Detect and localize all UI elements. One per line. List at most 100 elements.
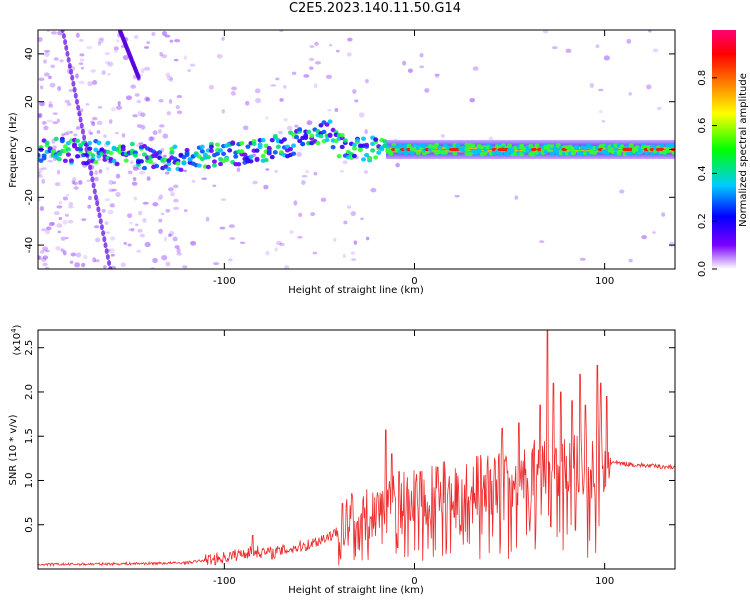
heatmap-cell — [104, 51, 111, 56]
heatmap-cell — [59, 248, 64, 252]
heatmap-cell — [166, 161, 172, 167]
heatmap-cell — [50, 31, 57, 35]
heatmap-cell — [376, 150, 382, 155]
heatmap-cell — [671, 142, 675, 148]
heatmap-cell — [158, 98, 164, 103]
heatmap-cell — [99, 224, 104, 231]
heatmap-cell — [68, 201, 74, 207]
heatmap-cell — [78, 179, 83, 185]
heatmap-cell — [139, 233, 145, 238]
heatmap-cell — [443, 142, 449, 148]
heatmap-cell — [364, 142, 370, 148]
heatmap-cell — [109, 203, 115, 208]
heatmap-cell — [534, 143, 540, 148]
heatmap-cell — [251, 141, 257, 147]
heatmap-cell — [86, 46, 93, 50]
colorbar-tick-label: 0.4 — [697, 165, 708, 181]
heatmap-cell — [99, 37, 105, 41]
heatmap-cell — [626, 38, 632, 44]
heatmap-cell — [143, 66, 151, 71]
heatmap-cell — [216, 54, 223, 59]
heatmap-cell — [152, 202, 159, 207]
heatmap-cell — [78, 146, 84, 152]
heatmap-cell — [263, 184, 269, 190]
heatmap-cell — [79, 53, 85, 57]
heatmap-cell — [589, 82, 595, 88]
heatmap-cell — [248, 159, 254, 164]
heatmap-cell — [218, 148, 224, 153]
heatmap-cell — [132, 177, 137, 182]
heatmap-cell — [168, 187, 174, 192]
heatmap-cell — [415, 150, 421, 156]
heatmap-cell — [227, 148, 233, 153]
heatmap-cell — [96, 157, 101, 161]
heatmap-cell — [104, 221, 109, 225]
heatmap-cell — [519, 143, 525, 149]
heatmap-cell — [58, 201, 63, 205]
heatmap-cell — [71, 80, 76, 87]
heatmap-cell — [97, 41, 102, 46]
heatmap-cell — [327, 132, 333, 138]
heatmap-cell — [54, 182, 61, 187]
heatmap-cell — [303, 74, 310, 78]
heatmap-cell — [434, 73, 440, 77]
heatmap-cell — [283, 118, 288, 122]
heatmap-cell — [351, 153, 357, 159]
heatmap-cell — [255, 97, 261, 104]
heatmap-cell — [93, 147, 99, 152]
heatmap-cell — [567, 144, 573, 150]
heatmap-cell — [136, 74, 141, 81]
heatmap-cell — [402, 60, 407, 66]
heatmap-cell — [123, 241, 128, 245]
heatmap-cell — [152, 257, 158, 264]
heatmap-cell — [38, 77, 45, 82]
heatmap-cell — [133, 196, 138, 201]
heatmap-cell — [236, 162, 242, 167]
heatmap-cell — [310, 212, 316, 217]
heatmap-cell — [339, 133, 345, 138]
heatmap-cell — [136, 166, 144, 170]
heatmap-cell — [173, 198, 179, 203]
heatmap-cell — [351, 142, 357, 148]
heatmap-cell — [260, 153, 266, 159]
heatmap-cell — [342, 160, 348, 165]
heatmap-cell — [266, 145, 272, 151]
heatmap-cell — [211, 163, 217, 168]
heatmap-cell — [110, 253, 115, 257]
heatmap-cell — [93, 225, 100, 229]
heatmap-cell — [282, 85, 287, 89]
heatmap-cell — [628, 92, 632, 96]
heatmap-cell — [130, 84, 136, 89]
heatmap-cell — [67, 62, 72, 69]
heatmap-cell — [228, 258, 233, 262]
snr-x-tick-label: 0 — [411, 576, 417, 587]
heatmap-cell — [117, 101, 121, 107]
heatmap-y-axis-label: Frequency (Hz) — [8, 112, 19, 188]
heatmap-cell — [205, 154, 211, 160]
colorbar-gradient — [712, 30, 736, 269]
heatmap-cell — [144, 96, 150, 102]
heatmap-cell — [69, 260, 74, 264]
heatmap-cell — [646, 84, 652, 90]
heatmap-cells — [38, 30, 675, 269]
heatmap-cell — [165, 208, 171, 213]
heatmap-cell — [140, 67, 145, 74]
heatmap-cell — [121, 133, 126, 138]
heatmap-cell — [277, 130, 283, 135]
heatmap-cell — [45, 249, 50, 253]
heatmap-cell — [353, 240, 358, 245]
heatmap-cell — [105, 140, 111, 146]
heatmap-cell — [96, 140, 102, 145]
heatmap-cell — [158, 124, 165, 128]
heatmap-cell — [365, 79, 369, 84]
heatmap-y-tick-label: 20 — [24, 95, 35, 108]
heatmap-cell — [187, 69, 192, 73]
heatmap-cell — [115, 131, 119, 135]
heatmap-cell — [108, 248, 115, 254]
heatmap-cell — [239, 149, 245, 154]
heatmap-cell — [69, 130, 74, 134]
heatmap-cell — [230, 140, 236, 145]
heatmap-cell — [350, 251, 356, 255]
heatmap-cell — [158, 228, 163, 234]
colorbar-tick-label: 0.0 — [697, 261, 708, 277]
